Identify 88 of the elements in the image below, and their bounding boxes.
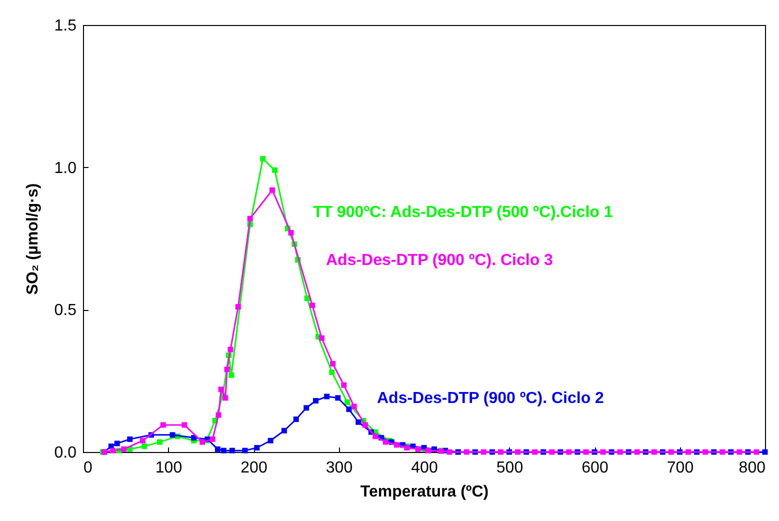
point [182,422,188,428]
point [754,449,760,455]
point [362,422,368,428]
point [394,442,400,448]
x-tick-label: 0 [84,460,92,476]
point [270,187,275,193]
point [583,449,589,455]
point [702,449,708,455]
point [216,412,222,418]
x-tick-label: 800 [738,460,766,476]
point [304,405,310,411]
series-label: TT 900ºC: Ads-Des-DTP (500 ºC).Ciclo 1 [313,204,613,221]
point [335,395,341,401]
point [532,449,538,455]
x-tick-label: 600 [582,460,608,476]
x-tick-label: 400 [411,460,438,476]
point [210,436,216,442]
x-tick-label: 700 [666,460,694,476]
point [140,438,146,444]
point [318,335,324,341]
point [634,449,640,455]
x-axis-title: Temperatura (ºC) [360,484,489,500]
point [720,449,726,455]
x-tick-label: 300 [326,460,353,476]
x-tick-label: 200 [240,460,268,476]
point [312,398,318,404]
point [170,432,176,438]
point [260,156,266,162]
series-label: Ads-Des-DTP (900 ºC). Ciclo 2 [377,390,604,407]
point [324,394,330,400]
point [214,446,220,452]
point [281,428,287,434]
series-label: Ads-Des-DTP (900 ºC). Ciclo 3 [326,252,554,269]
point [344,399,350,405]
point [356,419,362,425]
point [310,302,316,308]
point [156,439,162,445]
point [200,439,206,445]
point [736,449,742,455]
point [446,449,452,455]
point [229,448,235,454]
point [242,448,248,454]
point [288,230,294,236]
point [127,436,133,442]
point [668,449,674,455]
point [382,439,388,445]
y-tick-label: 1.5 [54,18,77,34]
point [224,366,230,372]
point [222,395,228,401]
point [268,438,274,444]
point [228,372,234,378]
point [566,449,572,455]
point [415,446,421,452]
point [426,448,431,454]
point [142,444,148,450]
point [247,216,253,222]
point [351,404,357,410]
point [617,449,623,455]
point [346,406,352,412]
point [160,422,166,428]
point [515,449,521,455]
point [686,449,692,455]
point [464,449,470,455]
point [121,446,127,452]
point [114,440,120,446]
point [372,434,378,440]
x-tick-label: 500 [496,460,524,476]
point [341,382,347,388]
point [549,449,555,455]
point [600,449,606,455]
point [651,449,657,455]
y-tick-label: 0.0 [54,444,77,462]
point [272,167,278,173]
point [220,448,226,454]
point [480,449,486,455]
point [293,416,299,422]
y-tick-label: 0.5 [54,302,77,320]
point [254,444,260,450]
point [498,449,504,455]
point [330,361,336,366]
point [110,448,116,454]
y-axis-title: SO₂ (µmol/g·s) [24,183,42,295]
point [218,386,224,392]
point [329,370,335,376]
point [235,304,241,310]
y-tick-label: 1.0 [54,160,77,177]
point [228,346,234,352]
x-tick-label: 100 [155,460,182,476]
